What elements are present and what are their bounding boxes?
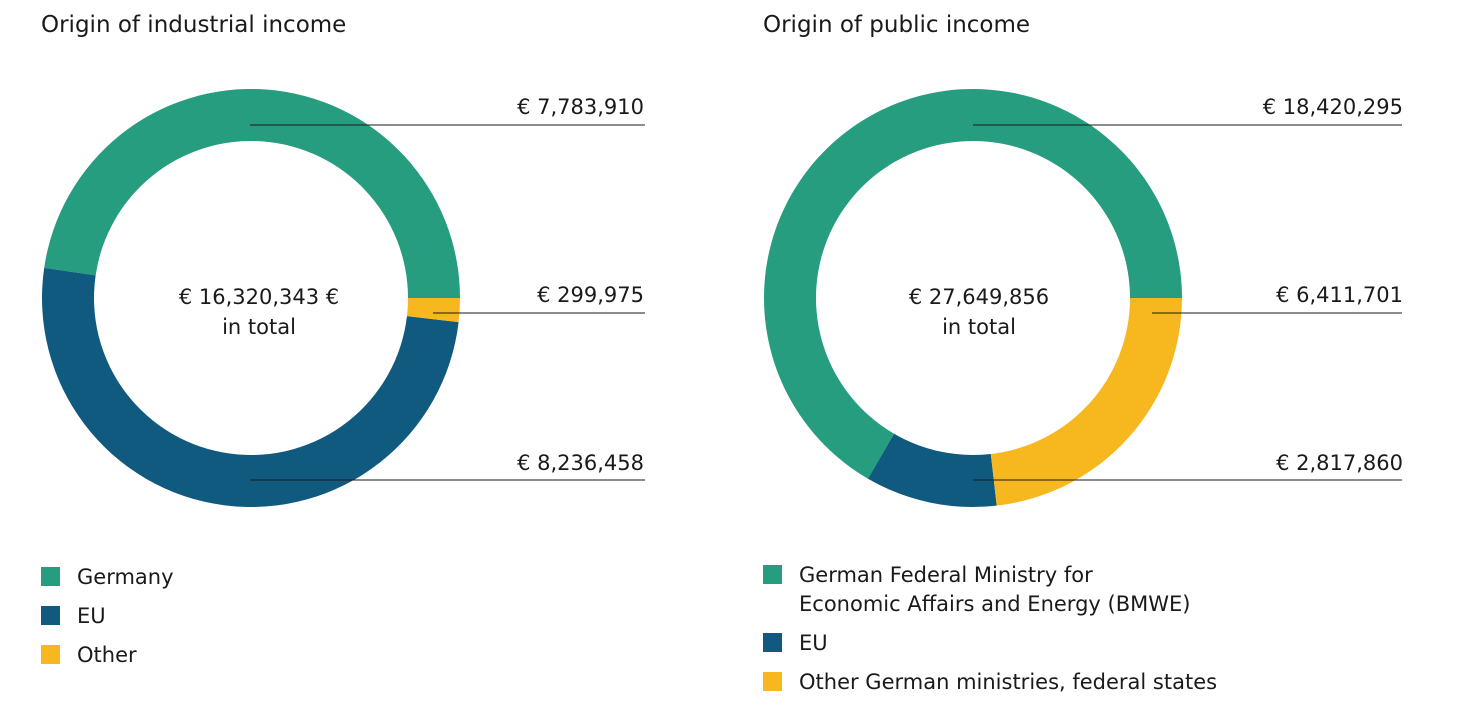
- industrial-income-panel: Origin of industrial income € 16,320,343…: [0, 0, 729, 711]
- total-amount: € 27,649,856: [908, 285, 1050, 309]
- eu-value-label: € 8,236,458: [517, 451, 644, 475]
- industrial-income-donut: [42, 89, 645, 507]
- legend-item-other: Other: [41, 641, 174, 670]
- legend-swatch-green: [763, 565, 782, 584]
- legend-item-other-ministries: Other German ministries, federal states: [763, 668, 1217, 697]
- legend-label: Germany: [77, 565, 174, 589]
- eu-value-label: € 2,817,860: [1276, 451, 1403, 475]
- donut-segment-other-german-ministries-federal-states: [990, 298, 1182, 506]
- germany-value-label: € 7,783,910: [517, 95, 644, 119]
- chart-title: Origin of industrial income: [41, 12, 347, 38]
- chart-title: Origin of public income: [763, 12, 1031, 38]
- legend-swatch-yellow: [763, 672, 782, 691]
- legend-swatch-green: [41, 567, 60, 586]
- legend: Germany EU Other: [41, 563, 174, 680]
- total-suffix: in total: [222, 315, 296, 339]
- legend-swatch-blue: [41, 606, 60, 625]
- total-label: € 16,320,343 € in total: [159, 282, 359, 342]
- donut-segment-eu: [867, 433, 997, 507]
- legend: German Federal Ministry for Economic Aff…: [763, 561, 1217, 707]
- public-income-donut: [764, 88, 1402, 507]
- total-amount: € 16,320,343 €: [178, 285, 340, 309]
- legend-label: EU: [77, 604, 106, 628]
- bmwe-value-label: € 18,420,295: [1262, 95, 1403, 119]
- legend-item-germany: Germany: [41, 563, 174, 592]
- donut-group: [764, 88, 1402, 507]
- legend-item-eu: EU: [763, 629, 1217, 658]
- legend-label: German Federal Ministry for Economic Aff…: [799, 563, 1191, 616]
- donut-segment-germany: [44, 89, 460, 299]
- donut-segment-eu: [42, 267, 459, 507]
- donut-segment-other: [406, 298, 460, 323]
- legend-label: Other: [77, 643, 137, 667]
- legend-swatch-blue: [763, 633, 782, 652]
- legend-label: EU: [799, 631, 828, 655]
- legend-item-eu: EU: [41, 602, 174, 631]
- public-income-panel: Origin of public income € 27,649,856 in …: [730, 0, 1459, 711]
- total-label: € 27,649,856 in total: [879, 282, 1079, 342]
- total-suffix: in total: [942, 315, 1016, 339]
- donut-group: [42, 89, 645, 507]
- other-ministries-value-label: € 6,411,701: [1276, 283, 1403, 307]
- legend-item-bmwe: German Federal Ministry for Economic Aff…: [763, 561, 1217, 619]
- legend-swatch-yellow: [41, 645, 60, 664]
- legend-label: Other German ministries, federal states: [799, 670, 1218, 694]
- other-value-label: € 299,975: [537, 283, 644, 307]
